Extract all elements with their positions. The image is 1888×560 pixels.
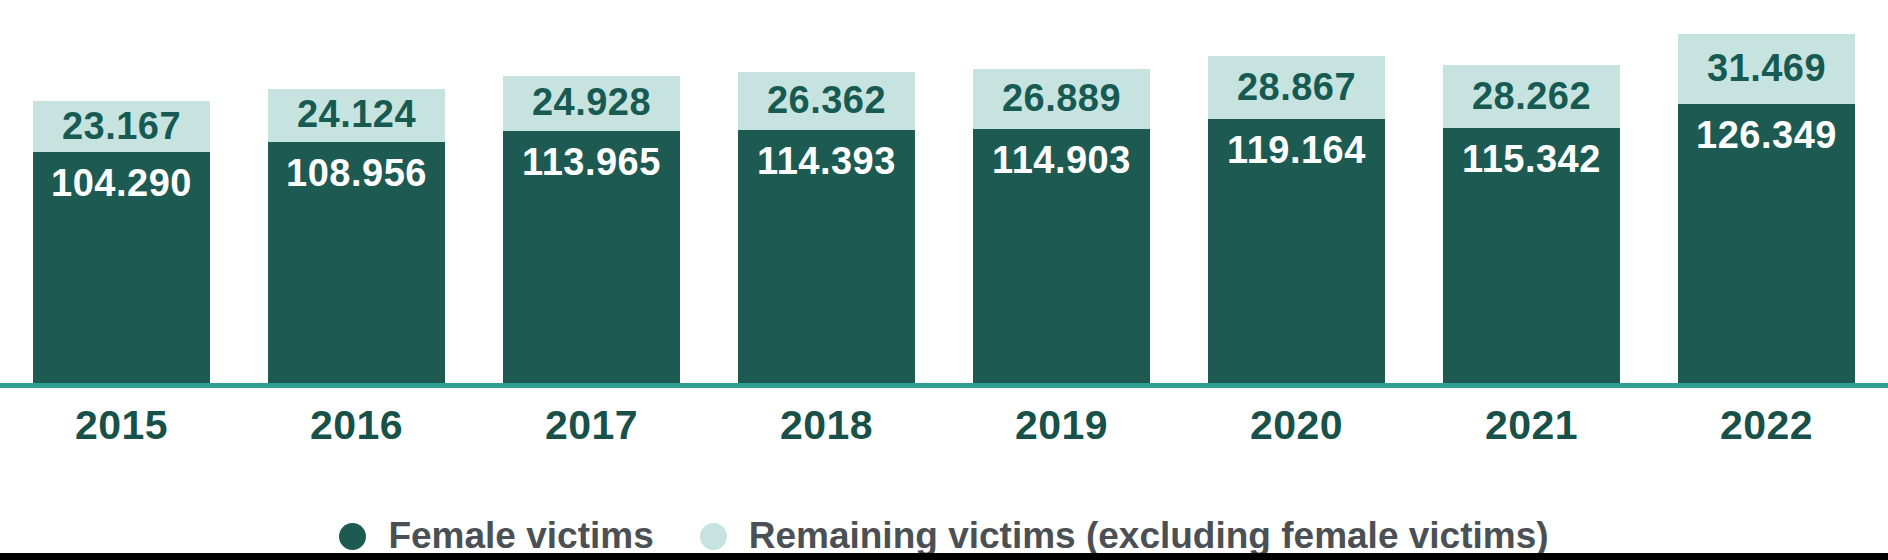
female-value-label: 114.393 (757, 142, 896, 182)
female-victims-segment: 104.290 (33, 152, 210, 383)
female-victims-segment: 113.965 (503, 131, 680, 383)
remaining-victims-segment: 24.928 (503, 76, 680, 131)
bar-group-2017: 24.928 113.965 (503, 76, 680, 383)
female-value-label: 126.349 (1696, 116, 1837, 156)
female-victims-segment: 114.903 (973, 129, 1150, 383)
remaining-legend-dot-icon (700, 523, 727, 550)
legend-item-remaining: Remaining victims (excluding female vict… (700, 516, 1549, 557)
female-value-label: 108.956 (286, 154, 427, 194)
legend-label-remaining: Remaining victims (excluding female vict… (749, 516, 1549, 557)
female-value-label: 119.164 (1227, 131, 1366, 171)
remaining-value-label: 26.889 (1002, 79, 1121, 119)
bar-group-2020: 28.867 119.164 (1208, 56, 1385, 383)
legend-item-female: Female victims (339, 516, 653, 557)
x-axis-label-2020: 2020 (1208, 401, 1385, 449)
female-victims-segment: 114.393 (738, 130, 915, 383)
remaining-victims-segment: 28.867 (1208, 56, 1385, 120)
bar-chart: Female victims Remaining victims (exclud… (0, 0, 1888, 560)
female-victims-segment: 108.956 (268, 142, 445, 383)
remaining-victims-segment: 26.889 (973, 69, 1150, 129)
x-axis-label-2022: 2022 (1678, 401, 1855, 449)
remaining-value-label: 26.362 (767, 81, 886, 121)
female-victims-segment: 115.342 (1443, 128, 1620, 383)
female-value-label: 115.342 (1462, 140, 1601, 180)
bar-group-2022: 31.469 126.349 (1678, 34, 1855, 383)
remaining-victims-segment: 31.469 (1678, 34, 1855, 104)
female-victims-segment: 119.164 (1208, 119, 1385, 383)
female-value-label: 113.965 (522, 143, 661, 183)
remaining-value-label: 24.928 (532, 83, 651, 123)
bar-group-2016: 24.124 108.956 (268, 89, 445, 383)
remaining-value-label: 31.469 (1707, 49, 1826, 89)
bar-group-2018: 26.362 114.393 (738, 72, 915, 383)
remaining-value-label: 24.124 (297, 95, 416, 135)
x-axis-label-2017: 2017 (503, 401, 680, 449)
female-victims-segment: 126.349 (1678, 104, 1855, 383)
bottom-border-bar (0, 553, 1888, 560)
remaining-value-label: 23.167 (62, 107, 181, 147)
remaining-value-label: 28.262 (1472, 77, 1591, 117)
bar-group-2015: 23.167 104.290 (33, 101, 210, 383)
remaining-value-label: 28.867 (1237, 68, 1356, 108)
x-axis-label-2015: 2015 (33, 401, 210, 449)
remaining-victims-segment: 23.167 (33, 101, 210, 152)
x-axis-label-2018: 2018 (738, 401, 915, 449)
x-axis-label-2019: 2019 (973, 401, 1150, 449)
x-axis-label-2016: 2016 (268, 401, 445, 449)
x-axis-line (0, 383, 1888, 388)
remaining-victims-segment: 24.124 (268, 89, 445, 142)
female-value-label: 114.903 (992, 141, 1131, 181)
female-value-label: 104.290 (51, 164, 192, 204)
female-legend-dot-icon (339, 523, 366, 550)
bar-group-2019: 26.889 114.903 (973, 69, 1150, 383)
x-axis-label-2021: 2021 (1443, 401, 1620, 449)
bar-group-2021: 28.262 115.342 (1443, 65, 1620, 383)
remaining-victims-segment: 28.262 (1443, 65, 1620, 128)
remaining-victims-segment: 26.362 (738, 72, 915, 130)
legend-label-female: Female victims (388, 516, 653, 557)
